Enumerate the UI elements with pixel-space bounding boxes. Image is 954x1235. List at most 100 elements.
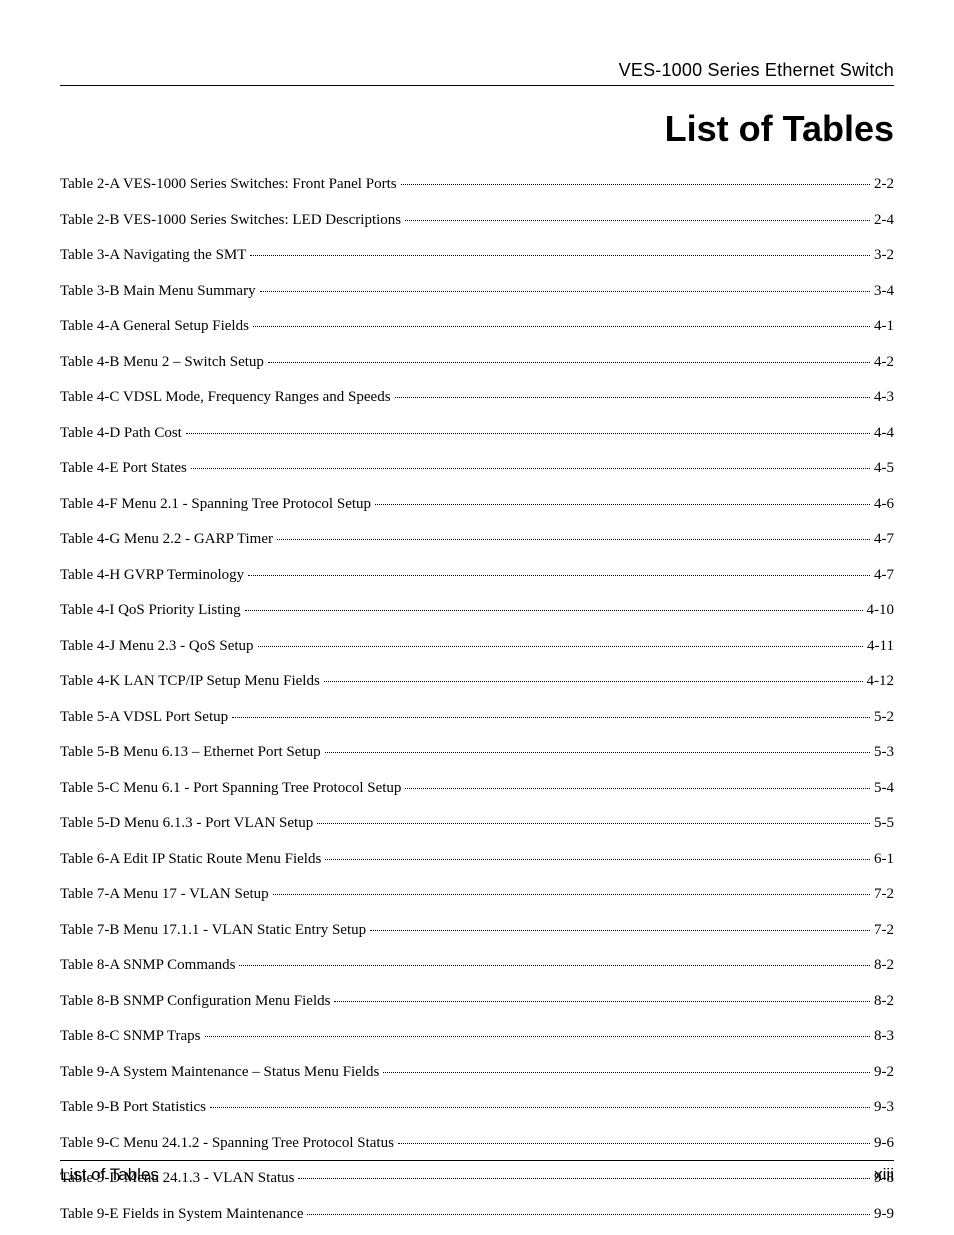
toc-entry: Table 4-B Menu 2 – Switch Setup 4-2 <box>60 354 894 371</box>
toc-dot-leader <box>307 1214 870 1215</box>
toc-entry: Table 3-A Navigating the SMT3-2 <box>60 247 894 264</box>
toc-entry-page: 4-10 <box>865 602 895 619</box>
toc-entry: Table 9-C Menu 24.1.2 - Spanning Tree Pr… <box>60 1135 894 1152</box>
toc-entry: Table 6-A Edit IP Static Route Menu Fiel… <box>60 851 894 868</box>
toc-entry-page: 8-2 <box>872 957 894 974</box>
toc-entry: Table 8-B SNMP Configuration Menu Fields… <box>60 993 894 1010</box>
toc-dot-leader <box>325 859 870 860</box>
toc-dot-leader <box>383 1072 870 1073</box>
toc-entry-label: Table 4-D Path Cost <box>60 425 184 442</box>
toc-entry-page: 5-5 <box>872 815 894 832</box>
toc-entry-label: Table 8-A SNMP Commands <box>60 957 237 974</box>
toc-entry-page: 8-2 <box>872 993 894 1010</box>
toc-dot-leader <box>395 397 870 398</box>
toc-dot-leader <box>248 575 870 576</box>
toc-entry-label: Table 9-A System Maintenance – Status Me… <box>60 1064 381 1081</box>
toc-entry: Table 9-A System Maintenance – Status Me… <box>60 1064 894 1081</box>
toc-entry-page: 4-6 <box>872 496 894 513</box>
toc-dot-leader <box>273 894 870 895</box>
toc-entry: Table 4-G Menu 2.2 - GARP Timer 4-7 <box>60 531 894 548</box>
toc-dot-leader <box>210 1107 870 1108</box>
toc-dot-leader <box>370 930 870 931</box>
toc-entry: Table 5-C Menu 6.1 - Port Spanning Tree … <box>60 780 894 797</box>
toc-entry: Table 2-B VES-1000 Series Switches: LED … <box>60 212 894 229</box>
toc-dot-leader <box>232 717 870 718</box>
toc-entry-page: 4-12 <box>865 673 895 690</box>
toc-entry-label: Table 5-B Menu 6.13 – Ethernet Port Setu… <box>60 744 323 761</box>
toc-entry-label: Table 9-C Menu 24.1.2 - Spanning Tree Pr… <box>60 1135 396 1152</box>
toc-entry-label: Table 4-E Port States <box>60 460 189 477</box>
toc-entry: Table 4-E Port States4-5 <box>60 460 894 477</box>
toc-entry: Table 5-A VDSL Port Setup 5-2 <box>60 709 894 726</box>
toc-entry-page: 4-7 <box>872 567 894 584</box>
toc-entry-label: Table 3-B Main Menu Summary <box>60 283 258 300</box>
toc-dot-leader <box>405 788 870 789</box>
toc-entry: Table 7-A Menu 17 - VLAN Setup7-2 <box>60 886 894 903</box>
page-header: VES-1000 Series Ethernet Switch <box>60 60 894 86</box>
toc-entry-label: Table 4-B Menu 2 – Switch Setup <box>60 354 266 371</box>
toc-entry-page: 4-11 <box>865 638 894 655</box>
toc-dot-leader <box>245 610 863 611</box>
toc-dot-leader <box>239 965 870 966</box>
toc-dot-leader <box>268 362 870 363</box>
toc-dot-leader <box>398 1143 870 1144</box>
toc-entry: Table 5-D Menu 6.1.3 - Port VLAN Setup5-… <box>60 815 894 832</box>
toc-entry-page: 8-3 <box>872 1028 894 1045</box>
toc-entry-page: 4-7 <box>872 531 894 548</box>
footer-right-page: xiii <box>874 1165 894 1185</box>
toc-entry-label: Table 4-A General Setup Fields <box>60 318 251 335</box>
header-text: VES-1000 Series Ethernet Switch <box>619 60 894 80</box>
toc-entry-label: Table 4-G Menu 2.2 - GARP Timer <box>60 531 275 548</box>
toc-entry-label: Table 5-A VDSL Port Setup <box>60 709 230 726</box>
toc-entry: Table 4-H GVRP Terminology4-7 <box>60 567 894 584</box>
toc-dot-leader <box>405 220 870 221</box>
toc-entry-page: 3-4 <box>872 283 894 300</box>
toc-dot-leader <box>250 255 870 256</box>
toc-entry: Table 9-B Port Statistics 9-3 <box>60 1099 894 1116</box>
toc-entry-page: 4-4 <box>872 425 894 442</box>
document-page: VES-1000 Series Ethernet Switch List of … <box>0 0 954 1235</box>
toc-entry: Table 4-A General Setup Fields4-1 <box>60 318 894 335</box>
toc-entry-label: Table 2-A VES-1000 Series Switches: Fron… <box>60 176 399 193</box>
toc-entry: Table 4-F Menu 2.1 - Spanning Tree Proto… <box>60 496 894 513</box>
toc-dot-leader <box>324 681 863 682</box>
toc-entry-page: 5-3 <box>872 744 894 761</box>
toc-entry-label: Table 4-I QoS Priority Listing <box>60 602 243 619</box>
toc-dot-leader <box>253 326 870 327</box>
toc-entry: Table 8-C SNMP Traps 8-3 <box>60 1028 894 1045</box>
toc-dot-leader <box>205 1036 870 1037</box>
toc-entry-label: Table 8-B SNMP Configuration Menu Fields <box>60 993 332 1010</box>
toc-entry-page: 4-2 <box>872 354 894 371</box>
toc-entry-label: Table 6-A Edit IP Static Route Menu Fiel… <box>60 851 323 868</box>
toc-entry-label: Table 9-E Fields in System Maintenance <box>60 1206 305 1223</box>
toc-entry: Table 7-B Menu 17.1.1 - VLAN Static Entr… <box>60 922 894 939</box>
toc-dot-leader <box>325 752 870 753</box>
toc-entry-page: 9-3 <box>872 1099 894 1116</box>
toc-entry-label: Table 4-K LAN TCP/IP Setup Menu Fields <box>60 673 322 690</box>
toc-entry-page: 2-2 <box>872 176 894 193</box>
toc-entry-page: 7-2 <box>872 886 894 903</box>
toc-entry: Table 8-A SNMP Commands 8-2 <box>60 957 894 974</box>
toc-dot-leader <box>334 1001 870 1002</box>
toc-entry-label: Table 4-J Menu 2.3 - QoS Setup <box>60 638 256 655</box>
toc-dot-leader <box>277 539 870 540</box>
toc-entry-page: 3-2 <box>872 247 894 264</box>
toc-dot-leader <box>258 646 864 647</box>
toc-entry-page: 4-3 <box>872 389 894 406</box>
toc-entry-page: 2-4 <box>872 212 894 229</box>
toc-entry-page: 9-9 <box>872 1206 894 1223</box>
toc-entry: Table 4-I QoS Priority Listing 4-10 <box>60 602 894 619</box>
toc-entry-label: Table 7-B Menu 17.1.1 - VLAN Static Entr… <box>60 922 368 939</box>
toc-entry: Table 5-B Menu 6.13 – Ethernet Port Setu… <box>60 744 894 761</box>
toc-entry-label: Table 8-C SNMP Traps <box>60 1028 203 1045</box>
toc-entry-page: 9-6 <box>872 1135 894 1152</box>
toc-entry-label: Table 9-B Port Statistics <box>60 1099 208 1116</box>
toc-dot-leader <box>401 184 870 185</box>
toc-entry-label: Table 5-C Menu 6.1 - Port Spanning Tree … <box>60 780 403 797</box>
toc-entry: Table 4-C VDSL Mode, Frequency Ranges an… <box>60 389 894 406</box>
toc-entry-page: 5-2 <box>872 709 894 726</box>
table-of-contents: Table 2-A VES-1000 Series Switches: Fron… <box>60 176 894 1222</box>
toc-entry: Table 4-J Menu 2.3 - QoS Setup 4-11 <box>60 638 894 655</box>
toc-entry: Table 9-E Fields in System Maintenance 9-… <box>60 1206 894 1223</box>
toc-entry-page: 7-2 <box>872 922 894 939</box>
